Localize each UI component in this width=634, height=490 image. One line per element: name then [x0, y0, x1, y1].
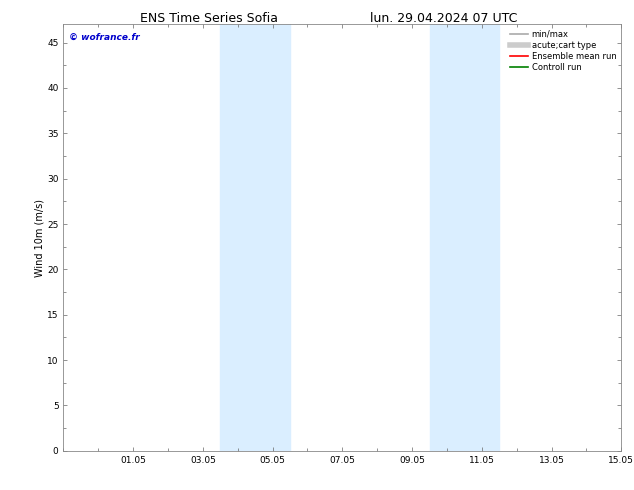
Text: lun. 29.04.2024 07 UTC: lun. 29.04.2024 07 UTC	[370, 12, 517, 25]
Legend: min/max, acute;cart type, Ensemble mean run, Controll run: min/max, acute;cart type, Ensemble mean …	[507, 26, 619, 75]
Text: © wofrance.fr: © wofrance.fr	[69, 33, 139, 42]
Y-axis label: Wind 10m (m/s): Wind 10m (m/s)	[34, 198, 44, 277]
Bar	[429, 24, 500, 451]
Bar	[221, 24, 290, 451]
Text: ENS Time Series Sofia: ENS Time Series Sofia	[140, 12, 278, 25]
